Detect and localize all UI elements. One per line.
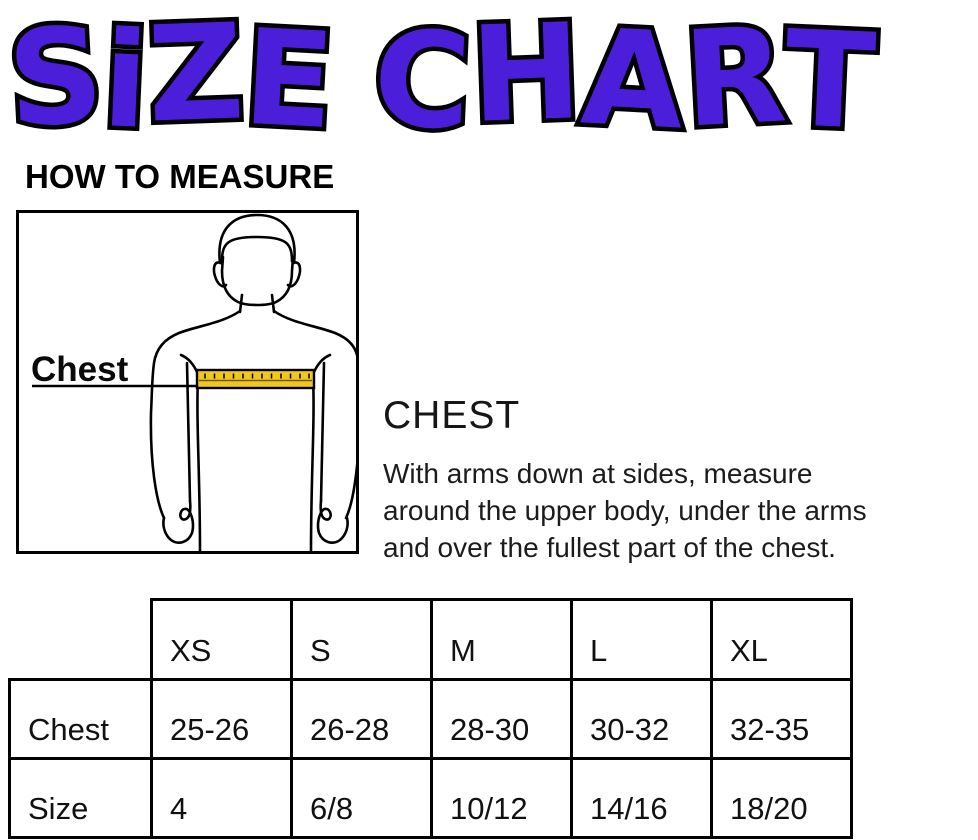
size-value-xs: 4 xyxy=(150,757,293,839)
figure-torso-right xyxy=(309,373,315,551)
chest-instructions-line: and over the fullest part of the chest. xyxy=(383,532,836,563)
title-letter: i xyxy=(95,0,156,163)
figure-right-armpit xyxy=(311,353,332,376)
figure-right-hand xyxy=(316,509,349,544)
chest-value-xs: 25-26 xyxy=(150,678,293,760)
chest-instructions: CHEST With arms down at sides, measure a… xyxy=(383,394,963,566)
size-value-s: 6/8 xyxy=(290,757,433,839)
chest-instructions-line: With arms down at sides, measure xyxy=(383,458,813,489)
chest-instructions-line: around the upper body, under the arms xyxy=(383,495,867,526)
body-figure-drawing: Chest xyxy=(31,213,356,551)
title-letter: A xyxy=(573,0,692,164)
size-table-corner-blank xyxy=(10,600,152,680)
measuring-tape-icon xyxy=(195,368,316,390)
title-letter: C xyxy=(366,0,479,165)
size-table: XS S M L XL Chest 25-26 26-28 28-30 30-3… xyxy=(8,598,853,839)
figure-neck-right xyxy=(270,293,276,314)
figure-torso-left xyxy=(196,373,202,551)
row-label-size: Size xyxy=(8,757,153,839)
chest-value-xl: 32-35 xyxy=(710,678,853,760)
chest-instructions-heading: CHEST xyxy=(383,394,521,437)
figure-left-armpit xyxy=(179,353,200,376)
title-letter: Z xyxy=(141,0,251,157)
size-table-size-row: Size 4 6/8 10/12 14/16 18/20 xyxy=(8,757,853,839)
figure-right-arm-outer xyxy=(272,309,356,520)
row-label-chest: Chest xyxy=(8,678,153,760)
figure-left-hand xyxy=(162,509,195,544)
figure-left-arm-outer xyxy=(149,309,242,520)
col-header-s: S xyxy=(290,598,433,681)
chest-value-s: 26-28 xyxy=(290,678,433,760)
tape-tick-marks xyxy=(204,373,310,379)
title-letter: E xyxy=(235,0,342,164)
how-to-measure-heading: HOW TO MEASURE xyxy=(25,158,335,195)
figure-face xyxy=(220,255,295,307)
size-value-m: 10/12 xyxy=(430,757,573,839)
title-letter: H xyxy=(464,0,589,157)
col-header-m: M xyxy=(430,598,573,681)
figure-left-arm-inner xyxy=(185,361,192,503)
title-letter: T xyxy=(777,0,883,164)
size-table-chest-row: Chest 25-26 26-28 28-30 30-32 32-35 xyxy=(8,678,853,760)
figure-neck-left xyxy=(238,293,244,314)
figure-hair xyxy=(218,213,296,265)
chest-instructions-body: With arms down at sides, measure around … xyxy=(383,455,963,566)
col-header-xl: XL xyxy=(710,598,853,681)
measurement-figure-box: Chest xyxy=(16,210,359,554)
title-letter: S xyxy=(0,0,112,162)
chest-value-m: 28-30 xyxy=(430,678,573,760)
title-letter: R xyxy=(675,0,794,162)
figure-hairline xyxy=(220,235,294,263)
size-table-header-row: XS S M L XL xyxy=(10,598,853,681)
col-header-l: L xyxy=(570,598,713,681)
size-value-xl: 18/20 xyxy=(710,757,853,839)
size-value-l: 14/16 xyxy=(570,757,713,839)
chest-callout: Chest xyxy=(31,350,197,389)
figure-right-arm-inner xyxy=(319,361,326,503)
chest-callout-label: Chest xyxy=(31,350,129,389)
col-header-xs: XS xyxy=(150,598,293,681)
chest-value-l: 30-32 xyxy=(570,678,713,760)
